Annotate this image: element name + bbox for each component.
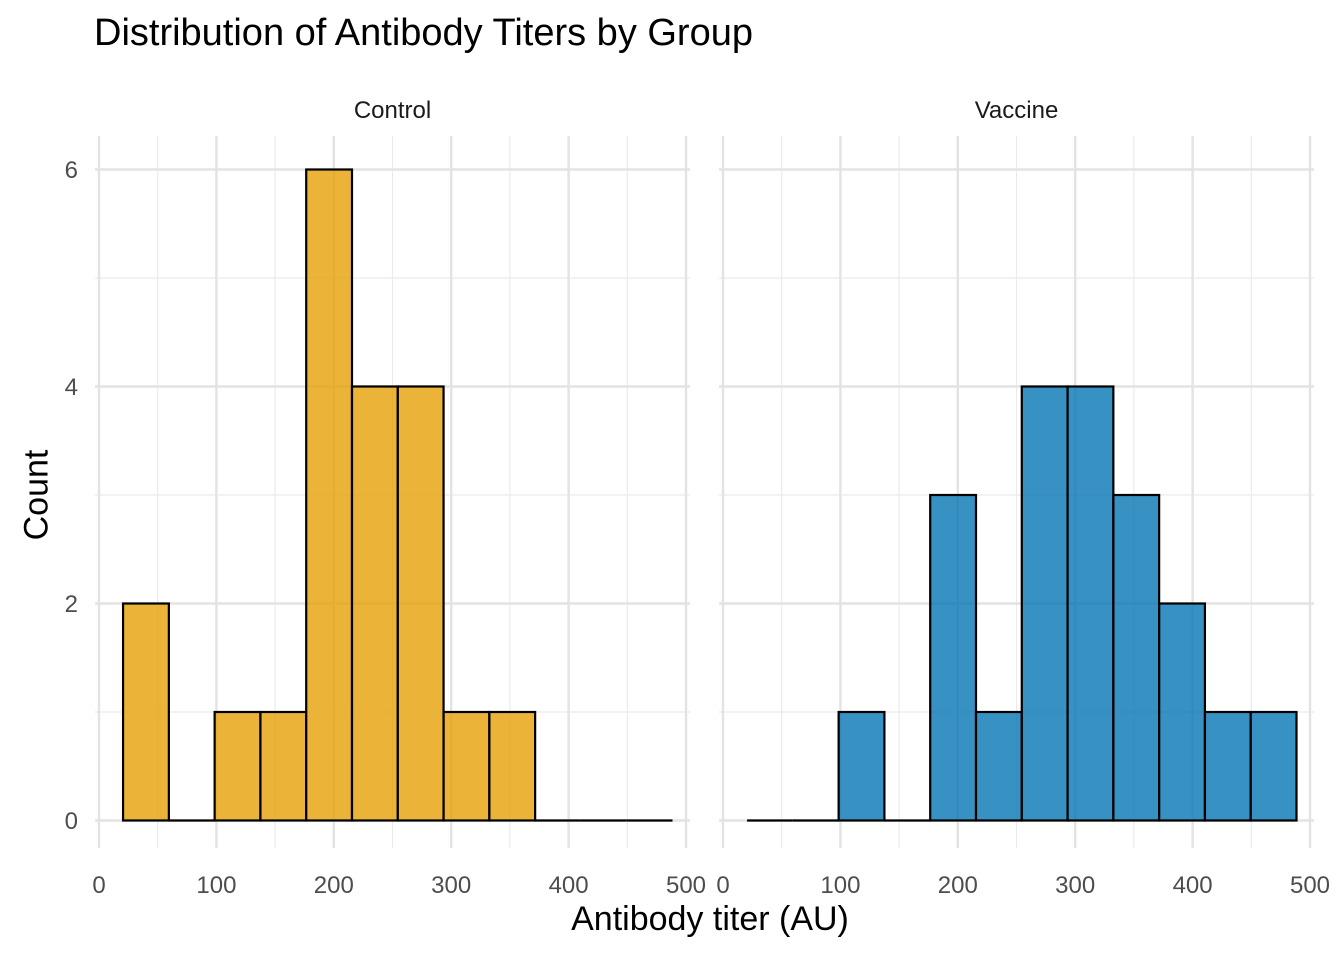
histogram-bar-vaccine [974,710,1023,822]
x-tick-label: 200 [938,872,978,899]
x-tick-label: 100 [196,872,236,899]
y-tick-label: 0 [65,808,78,835]
x-axis-title: Antibody titer (AU) [571,900,849,938]
x-tick-label: 0 [716,872,729,899]
y-tick-label: 6 [65,157,78,184]
histogram-bar-control [259,710,308,822]
histogram-bar-control [396,385,445,822]
facet-label-vaccine: Vaccine [975,97,1059,124]
histogram-bar-vaccine [1158,602,1207,822]
x-tick-label: 200 [314,872,354,899]
x-tick-label: 300 [431,872,471,899]
x-tick-label: 400 [549,872,589,899]
chart-title: Distribution of Antibody Titers by Group [94,12,753,54]
x-tick-label: 300 [1055,872,1095,899]
histogram-bar-control [442,710,491,822]
histogram-bar-vaccine [1249,710,1298,822]
x-tick-label: 500 [1290,872,1330,899]
histogram-bar-vaccine [1020,385,1069,822]
histogram-bar-vaccine [1112,493,1161,822]
histogram-bar-vaccine [837,710,886,822]
x-tick-label: 0 [92,872,105,899]
histogram-bar-control [121,602,170,822]
facet-panel-control: Control 0 100 200 300 400 500 0 2 4 6 [65,97,706,899]
histogram-bar-vaccine [1203,710,1252,822]
x-tick-label: 100 [820,872,860,899]
y-tick-label: 4 [65,374,78,401]
facet-label-control: Control [354,97,431,124]
histogram-bar-control [213,710,262,822]
facet-panel-vaccine: Vaccine 0 100 200 300 400 500 [716,97,1330,899]
x-tick-label: 500 [666,872,706,899]
histogram-bar-vaccine [929,493,978,822]
histogram-bar-vaccine [1066,385,1115,822]
histogram-bar-control [305,168,354,822]
x-tick-label: 400 [1173,872,1213,899]
y-axis-title: Count [17,449,56,541]
histogram-bar-control [350,385,399,822]
histogram-bar-control [488,710,537,822]
y-tick-label: 2 [65,591,78,618]
